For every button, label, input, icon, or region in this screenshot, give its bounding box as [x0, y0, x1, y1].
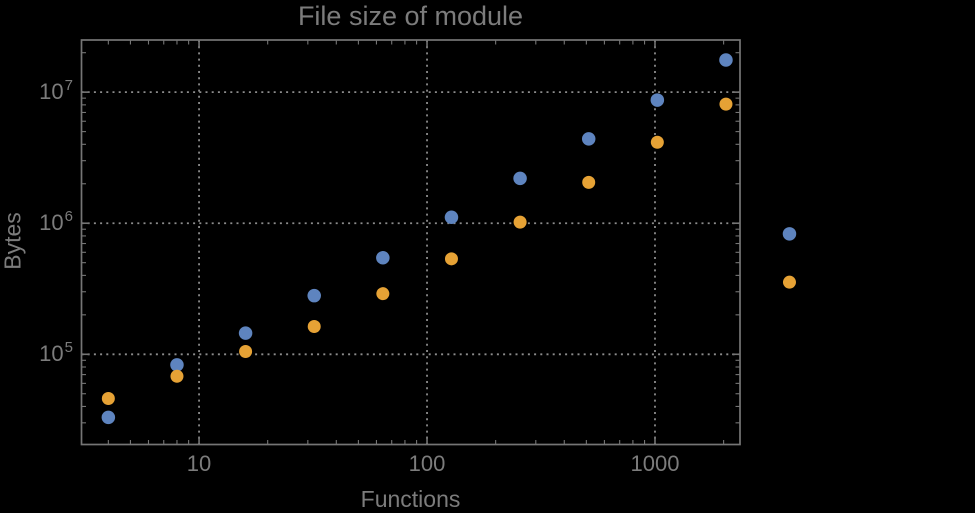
data-point-series-2-orange — [782, 275, 796, 289]
data-point-series-1-blue — [307, 288, 321, 303]
x-tick-label: 100 — [408, 451, 446, 476]
data-point-series-1-blue — [170, 358, 184, 372]
data-point-series-1-blue — [650, 93, 665, 107]
data-point-series-2-orange — [376, 287, 390, 301]
data-point-series-2-orange — [582, 175, 596, 189]
data-point-series-1-blue — [238, 326, 253, 340]
data-point-series-2-orange — [444, 252, 458, 266]
data-point-series-1-blue — [376, 251, 390, 265]
data-point-series-1-blue — [444, 210, 459, 225]
y-tick-label: 10 5 — [39, 338, 73, 367]
data-point-series-2-orange — [719, 97, 733, 111]
y-tick-label: 10 6 — [39, 207, 73, 236]
x-tick-label: 10 — [186, 451, 212, 476]
data-point-series-2-orange — [170, 369, 184, 383]
data-point-series-1-blue — [782, 227, 797, 241]
data-point-series-2-orange — [101, 391, 115, 405]
chart-title: File size of module — [297, 1, 524, 31]
data-point-series-1-blue — [513, 171, 527, 186]
data-point-series-2-orange — [307, 319, 321, 333]
plot-frame — [80, 39, 741, 446]
x-axis-label: Functions — [360, 486, 461, 512]
data-point-series-1-blue — [719, 53, 733, 67]
data-point-series-2-orange — [650, 135, 664, 149]
data-point-series-1-blue — [101, 410, 116, 425]
y-axis-label: Bytes — [0, 212, 26, 270]
data-point-series-1-blue — [581, 132, 596, 146]
data-point-series-2-orange — [239, 345, 253, 359]
x-tick-label: 1000 — [630, 451, 680, 476]
data-point-series-2-orange — [513, 215, 527, 229]
y-tick-label: 10 7 — [39, 76, 73, 105]
